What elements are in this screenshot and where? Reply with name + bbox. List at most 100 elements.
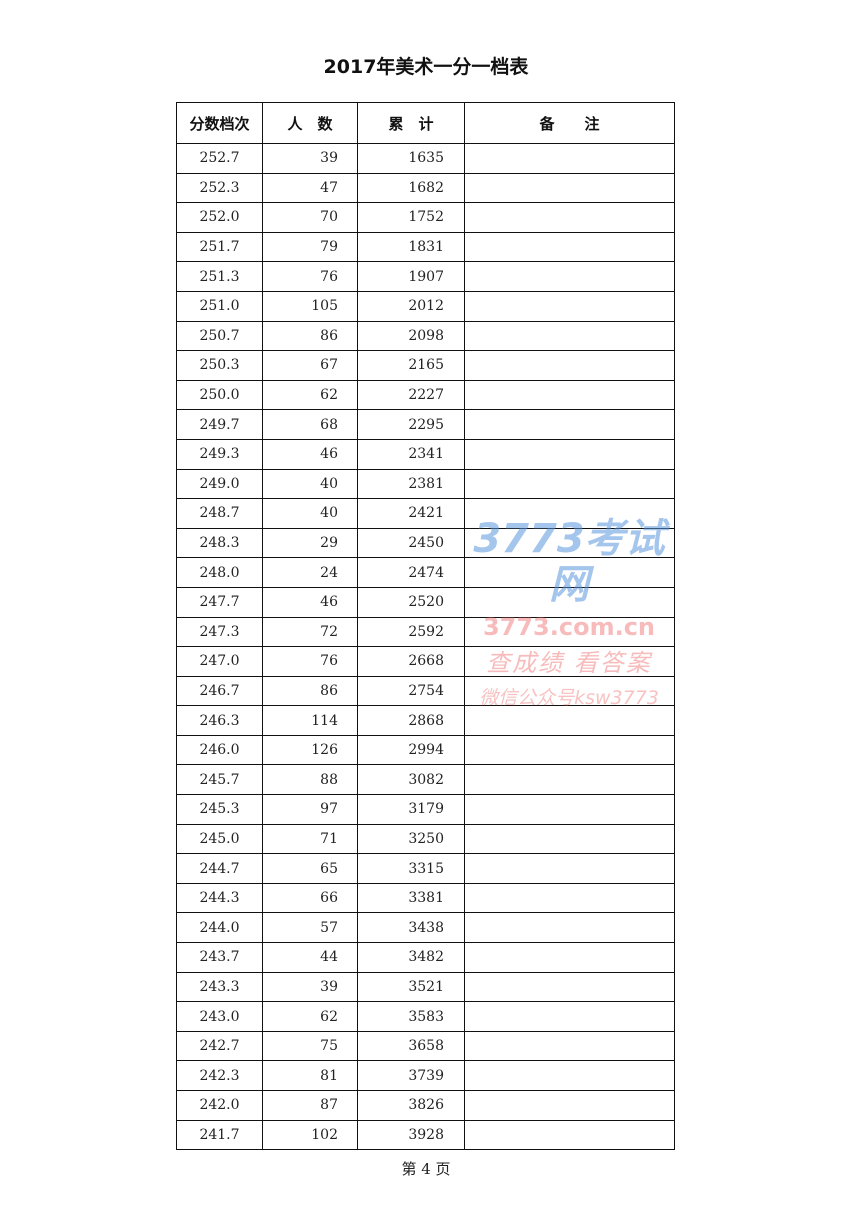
- score-level-cell: 251.3: [176, 261, 263, 292]
- cumulative-cell: 2592: [357, 616, 465, 648]
- score-level-cell: 252.3: [176, 172, 263, 204]
- remarks-cell: [464, 1001, 675, 1032]
- cumulative-cell: 2474: [357, 557, 465, 588]
- cumulative-cell: 2381: [357, 468, 465, 500]
- remarks-cell: [464, 320, 675, 352]
- cumulative-cell: 3179: [357, 794, 465, 825]
- count-cell: 29: [262, 527, 358, 559]
- table-row: 246.7 86 2754: [176, 675, 675, 707]
- remarks-cell: [464, 1090, 675, 1121]
- cumulative-cell: 3381: [357, 882, 465, 914]
- table-row: 248.0 24 2474: [176, 557, 675, 588]
- cumulative-cell: 1635: [357, 143, 465, 174]
- table-row: 243.3 39 3521: [176, 971, 675, 1003]
- score-level-cell: 250.3: [176, 350, 263, 381]
- remarks-cell: [464, 764, 675, 796]
- remarks-cell: [464, 912, 675, 944]
- table-row: 246.0 126 2994: [176, 734, 675, 766]
- page-title: 2017年美术一分一档表: [323, 56, 529, 78]
- cumulative-cell: 2520: [357, 586, 465, 618]
- table-row: 251.3 76 1907: [176, 261, 675, 292]
- count-cell: 71: [262, 823, 358, 855]
- cumulative-cell: 2668: [357, 646, 465, 677]
- cumulative-cell: 2450: [357, 527, 465, 559]
- table-row: 247.7 46 2520: [176, 586, 675, 618]
- remarks-cell: [464, 616, 675, 648]
- cumulative-cell: 1831: [357, 231, 465, 263]
- remarks-cell: [464, 882, 675, 914]
- score-level-cell: 241.7: [176, 1119, 263, 1151]
- count-cell: 87: [262, 1090, 358, 1121]
- table-row: 243.0 62 3583: [176, 1001, 675, 1032]
- score-table: 分数档次 人 数 累 计 备 注 252.7 39 1635 252.3 47 1682 2…: [176, 102, 675, 1151]
- remarks-cell: [464, 468, 675, 500]
- table-row: 248.7 40 2421: [176, 498, 675, 529]
- cumulative-cell: 2098: [357, 320, 465, 352]
- score-level-cell: 248.7: [176, 498, 263, 529]
- score-level-cell: 249.0: [176, 468, 263, 500]
- cumulative-cell: 2341: [357, 438, 465, 470]
- count-cell: 81: [262, 1060, 358, 1091]
- remarks-cell: [464, 853, 675, 884]
- count-cell: 97: [262, 794, 358, 825]
- count-cell: 76: [262, 261, 358, 292]
- cumulative-cell: 2754: [357, 675, 465, 707]
- remarks-cell: [464, 1060, 675, 1091]
- count-cell: 86: [262, 320, 358, 352]
- remarks-cell: [464, 379, 675, 411]
- table-row: 244.3 66 3381: [176, 882, 675, 914]
- header-row: 分数档次 人 数 累 计 备 注: [176, 102, 675, 144]
- table-row: 245.7 88 3082: [176, 764, 675, 796]
- count-cell: 76: [262, 646, 358, 677]
- score-level-cell: 242.3: [176, 1060, 263, 1091]
- table-row: 250.7 86 2098: [176, 320, 675, 352]
- score-level-cell: 244.7: [176, 853, 263, 884]
- table-row: 249.7 68 2295: [176, 409, 675, 440]
- header-cumulative: 累 计: [357, 102, 465, 144]
- score-level-cell: 250.7: [176, 320, 263, 352]
- remarks-cell: [464, 498, 675, 529]
- remarks-cell: [464, 261, 675, 292]
- score-level-cell: 251.7: [176, 231, 263, 263]
- remarks-cell: [464, 527, 675, 559]
- score-level-cell: 247.0: [176, 646, 263, 677]
- table-row: 251.0 105 2012: [176, 290, 675, 322]
- count-cell: 46: [262, 438, 358, 470]
- remarks-cell: [464, 172, 675, 204]
- score-level-cell: 243.3: [176, 971, 263, 1003]
- score-level-cell: 249.7: [176, 409, 263, 440]
- count-cell: 40: [262, 498, 358, 529]
- remarks-cell: [464, 734, 675, 766]
- remarks-cell: [464, 971, 675, 1003]
- count-cell: 44: [262, 942, 358, 973]
- score-level-cell: 245.7: [176, 764, 263, 796]
- cumulative-cell: 1682: [357, 172, 465, 204]
- count-cell: 105: [262, 290, 358, 322]
- score-level-cell: 247.7: [176, 586, 263, 618]
- cumulative-cell: 2868: [357, 705, 465, 736]
- cumulative-cell: 3438: [357, 912, 465, 944]
- table-row: 246.3 114 2868: [176, 705, 675, 736]
- table-row: 245.0 71 3250: [176, 823, 675, 855]
- cumulative-cell: 3521: [357, 971, 465, 1003]
- cumulative-cell: 2165: [357, 350, 465, 381]
- count-cell: 66: [262, 882, 358, 914]
- cumulative-cell: 2295: [357, 409, 465, 440]
- score-level-cell: 243.7: [176, 942, 263, 973]
- remarks-cell: [464, 705, 675, 736]
- table-row: 249.3 46 2341: [176, 438, 675, 470]
- cumulative-cell: 3739: [357, 1060, 465, 1091]
- cumulative-cell: 3583: [357, 1001, 465, 1032]
- score-level-cell: 245.0: [176, 823, 263, 855]
- remarks-cell: [464, 942, 675, 973]
- count-cell: 102: [262, 1119, 358, 1151]
- table-row: 247.0 76 2668: [176, 646, 675, 677]
- count-cell: 62: [262, 1001, 358, 1032]
- cumulative-cell: 3250: [357, 823, 465, 855]
- header-count: 人 数: [262, 102, 358, 144]
- remarks-cell: [464, 290, 675, 322]
- table-row: 252.7 39 1635: [176, 143, 675, 174]
- score-level-cell: 252.0: [176, 202, 263, 233]
- cumulative-cell: 3315: [357, 853, 465, 884]
- score-level-cell: 247.3: [176, 616, 263, 648]
